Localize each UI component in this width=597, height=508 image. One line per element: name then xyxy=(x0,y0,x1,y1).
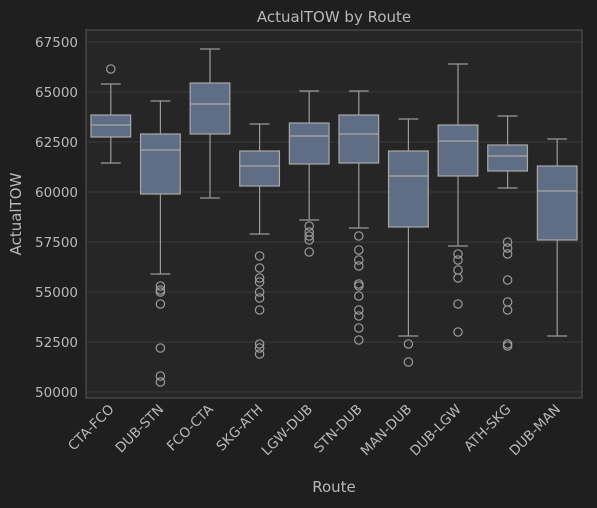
box-skg-ath xyxy=(239,123,281,359)
outlier-point xyxy=(502,275,513,285)
outlier-point xyxy=(502,305,513,315)
outlier-point xyxy=(254,277,265,287)
box-dub-lgw xyxy=(437,63,479,337)
y-tick-label: 55000 xyxy=(35,285,78,301)
box-stn-dub xyxy=(338,90,380,345)
outlier-point xyxy=(155,371,166,381)
outlier-point xyxy=(353,323,364,333)
x-axis-label: Route xyxy=(312,478,356,496)
y-tick-label: 65000 xyxy=(35,85,78,101)
outlier-point xyxy=(353,231,364,241)
outlier-point xyxy=(353,291,364,301)
iqr-box xyxy=(338,114,380,164)
plot-area xyxy=(86,30,582,398)
outlier-point xyxy=(453,249,463,259)
iqr-box xyxy=(387,150,429,228)
box-ath-skg xyxy=(487,115,529,351)
outlier-point xyxy=(155,377,166,387)
outlier-point xyxy=(106,64,116,74)
boxes xyxy=(90,48,578,387)
outlier-point xyxy=(254,287,265,297)
box-lgw-dub xyxy=(288,90,330,257)
outlier-point xyxy=(353,311,364,321)
plot-frame xyxy=(85,29,583,399)
outlier-point xyxy=(155,343,166,353)
y-tick-label: 62500 xyxy=(35,135,78,151)
outlier-point xyxy=(254,339,265,349)
outlier-point xyxy=(353,255,364,265)
iqr-box xyxy=(239,150,281,187)
iqr-box xyxy=(437,124,479,177)
box-cta-fco xyxy=(90,64,132,164)
y-tick-label: 50000 xyxy=(35,385,78,401)
iqr-box xyxy=(288,122,330,165)
outlier-point xyxy=(353,261,364,271)
iqr-box xyxy=(536,165,578,241)
outlier-point xyxy=(403,357,414,367)
iqr-box xyxy=(487,144,529,172)
outlier-point xyxy=(353,245,364,255)
outlier-point xyxy=(254,349,265,359)
outlier-point xyxy=(254,305,265,315)
outlier-point xyxy=(403,339,414,349)
outlier-point xyxy=(304,221,314,231)
outlier-point xyxy=(254,273,265,283)
iqr-box xyxy=(189,82,231,135)
outlier-point xyxy=(155,287,166,297)
y-tick-label: 60000 xyxy=(35,185,78,201)
outlier-point xyxy=(254,293,265,303)
y-axis-label: ActualTOW xyxy=(7,172,25,255)
outlier-point xyxy=(254,263,265,273)
outlier-point xyxy=(304,235,314,245)
outlier-point xyxy=(155,281,166,291)
y-tick-label: 52500 xyxy=(35,335,78,351)
box-dub-man xyxy=(536,138,578,337)
chart-title: ActualTOW by Route xyxy=(257,8,411,26)
outlier-point xyxy=(453,255,463,265)
box-man-dub xyxy=(387,118,429,367)
box-dub-stn xyxy=(139,100,181,387)
outlier-point xyxy=(254,251,265,261)
y-axis-ticks: 50000 52500 55000 57500 60000 62500 65000 67500 xyxy=(35,35,78,401)
outlier-point xyxy=(353,305,364,315)
outlier-point xyxy=(155,299,166,309)
outlier-point xyxy=(453,327,463,337)
outlier-point xyxy=(353,281,364,291)
outlier-point xyxy=(304,231,314,241)
outlier-point xyxy=(453,273,463,283)
y-tick-label: 67500 xyxy=(35,35,78,51)
iqr-box xyxy=(90,114,132,138)
iqr-box xyxy=(139,133,181,195)
outlier-point xyxy=(353,335,364,345)
outlier-point xyxy=(254,343,265,353)
outlier-point xyxy=(502,237,513,247)
outlier-point xyxy=(502,341,513,351)
box-fco-cta xyxy=(189,48,231,199)
y-tick-label: 57500 xyxy=(35,235,78,251)
outlier-point xyxy=(304,247,314,257)
outlier-point xyxy=(453,299,463,309)
outlier-point xyxy=(502,249,513,259)
outlier-point xyxy=(502,243,513,253)
